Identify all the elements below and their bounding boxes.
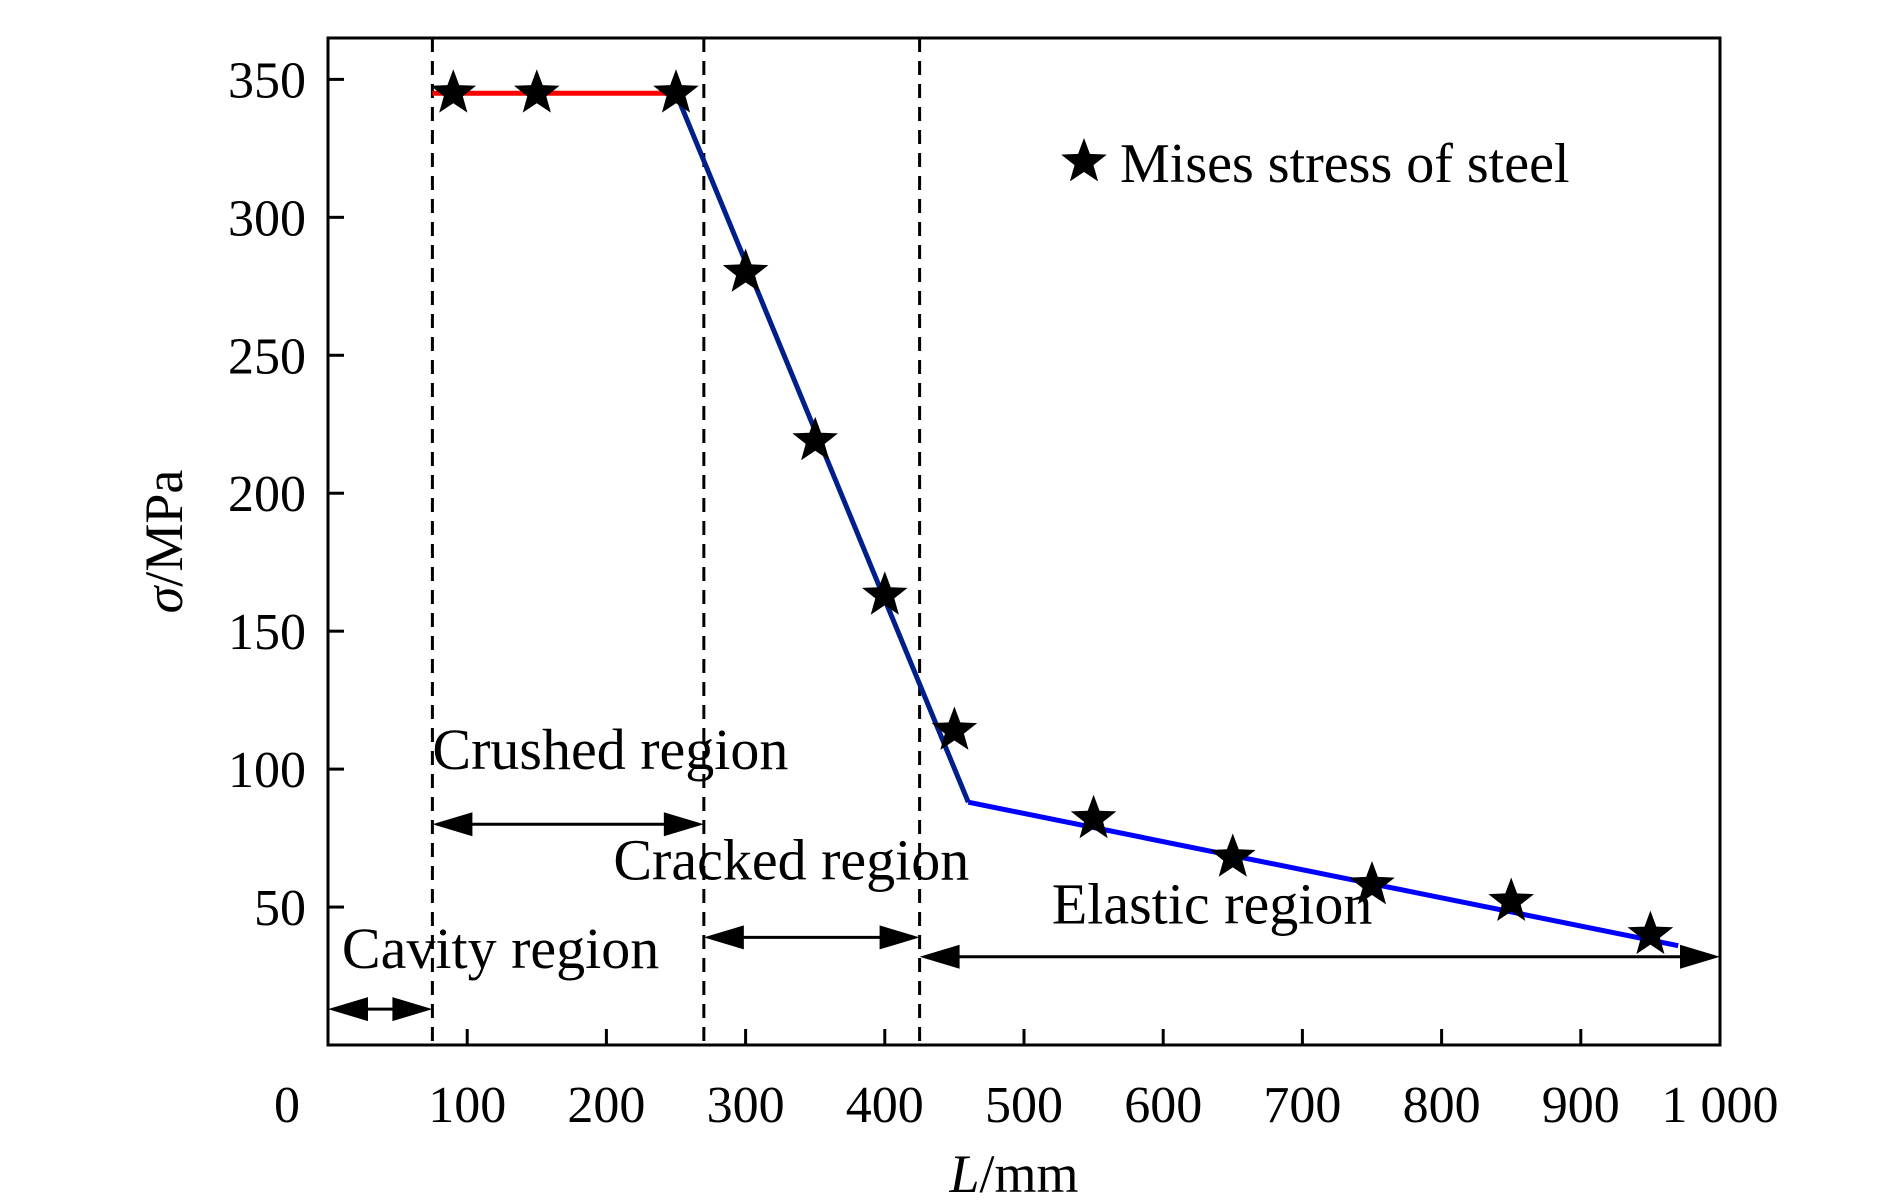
region-arrow-right-head (879, 925, 920, 950)
region-label: Cracked region (613, 827, 969, 892)
regions-layer: Cavity region Crushed region Cracked regio… (328, 38, 1720, 1045)
region-arrow-right-head (1680, 944, 1720, 969)
data-point-star (1488, 877, 1534, 921)
y-tick-label: 150 (228, 604, 306, 661)
y-tick-label: 300 (228, 190, 306, 247)
x-tick-label: 800 (1403, 1077, 1481, 1134)
region-arrow-right-head (663, 812, 704, 837)
data-point-star (931, 706, 978, 750)
x-tick-label: 600 (1124, 1077, 1202, 1134)
legend-label: Mises stress of steel (1120, 133, 1570, 195)
region-label: Crushed region (432, 717, 788, 782)
region-arrow-left-head (919, 944, 960, 969)
region-arrow-left-head (328, 997, 368, 1022)
region-label: Cavity region (342, 916, 659, 981)
y-axis-title-symbol: σ (134, 584, 194, 613)
x-tick-label: 0 (274, 1077, 300, 1134)
region-arrow-left-head (703, 925, 744, 950)
data-point-star (792, 416, 838, 461)
region-arrow-left-head (432, 812, 473, 837)
y-axis-title: σ/MPa (134, 470, 194, 614)
region-label: Elastic region (1052, 872, 1373, 937)
data-point-star (722, 248, 769, 292)
x-axis-title: L/mm (948, 1144, 1078, 1202)
y-tick-label: 350 (228, 52, 306, 109)
x-axis-title-symbol: L (948, 1144, 979, 1202)
data-point-star (514, 69, 560, 113)
y-tick-label: 50 (254, 880, 306, 937)
x-tick-label: 100 (428, 1077, 506, 1134)
legend-star-icon (1061, 138, 1107, 182)
x-tick-label: 200 (567, 1077, 645, 1134)
data-point-star (1627, 910, 1674, 955)
axis-labels-layer: 0 100 200 300 400 500 600 700 800 900 1 000 50 100 15… (228, 52, 1779, 1134)
data-point-star (862, 571, 908, 615)
legend: Mises stress of steel (1061, 133, 1570, 195)
data-point-star (1210, 833, 1256, 877)
fit-lines-layer (432, 90, 1679, 949)
x-tick-label: 500 (985, 1077, 1063, 1134)
y-tick-label: 250 (228, 328, 306, 385)
ticks-layer (328, 77, 1583, 1045)
x-tick-label: 700 (1263, 1077, 1341, 1134)
data-point-star (1349, 861, 1395, 905)
y-tick-label: 200 (228, 466, 306, 523)
x-tick-label: 400 (846, 1077, 924, 1134)
data-point-star (430, 69, 477, 113)
x-tick-label: 900 (1542, 1077, 1620, 1134)
data-point-star (1070, 794, 1117, 839)
data-point-star (653, 69, 699, 113)
y-tick-label: 100 (228, 742, 306, 799)
x-axis-title-unit: /mm (980, 1144, 1079, 1202)
x-tick-label: 1 000 (1662, 1077, 1779, 1134)
region-arrow-right-head (392, 997, 433, 1022)
data-points-layer (430, 69, 1674, 955)
x-tick-label: 300 (707, 1077, 785, 1134)
y-axis-title-unit: /MPa (134, 470, 194, 587)
